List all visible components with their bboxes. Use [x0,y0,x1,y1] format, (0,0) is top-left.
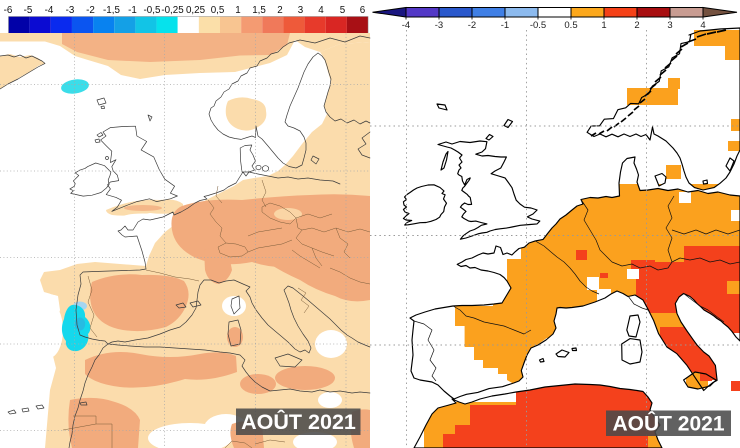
svg-text:1: 1 [235,5,240,16]
svg-text:-4: -4 [402,20,410,31]
svg-text:AOÛT 2021: AOÛT 2021 [612,412,724,436]
svg-text:-2: -2 [468,20,476,31]
svg-text:1: 1 [601,20,606,31]
svg-text:4: 4 [318,5,324,16]
svg-text:2: 2 [634,20,639,31]
svg-text:2: 2 [277,5,282,16]
svg-text:3: 3 [667,20,672,31]
svg-text:4: 4 [700,20,705,31]
svg-text:0,5: 0,5 [211,5,225,16]
svg-text:-5: -5 [24,5,33,16]
svg-text:-1,5: -1,5 [103,5,120,16]
svg-text:-0,25: -0,25 [161,5,184,16]
svg-text:-3: -3 [66,5,75,16]
svg-text:3: 3 [298,5,304,16]
svg-text:-3: -3 [435,20,443,31]
svg-text:-6: -6 [4,5,13,16]
svg-text:6: 6 [360,5,366,16]
svg-text:-4: -4 [45,5,54,16]
svg-text:5: 5 [340,5,346,16]
svg-text:-2: -2 [86,5,95,16]
svg-text:0.5: 0.5 [564,20,577,31]
svg-text:AOÛT 2021: AOÛT 2021 [241,409,356,434]
svg-text:1,5: 1,5 [252,5,266,16]
svg-text:-1: -1 [501,20,509,31]
svg-text:-0.5: -0.5 [530,20,546,31]
svg-text:0,25: 0,25 [186,5,206,16]
svg-text:-0,5: -0,5 [144,5,161,16]
svg-text:-1: -1 [128,5,137,16]
